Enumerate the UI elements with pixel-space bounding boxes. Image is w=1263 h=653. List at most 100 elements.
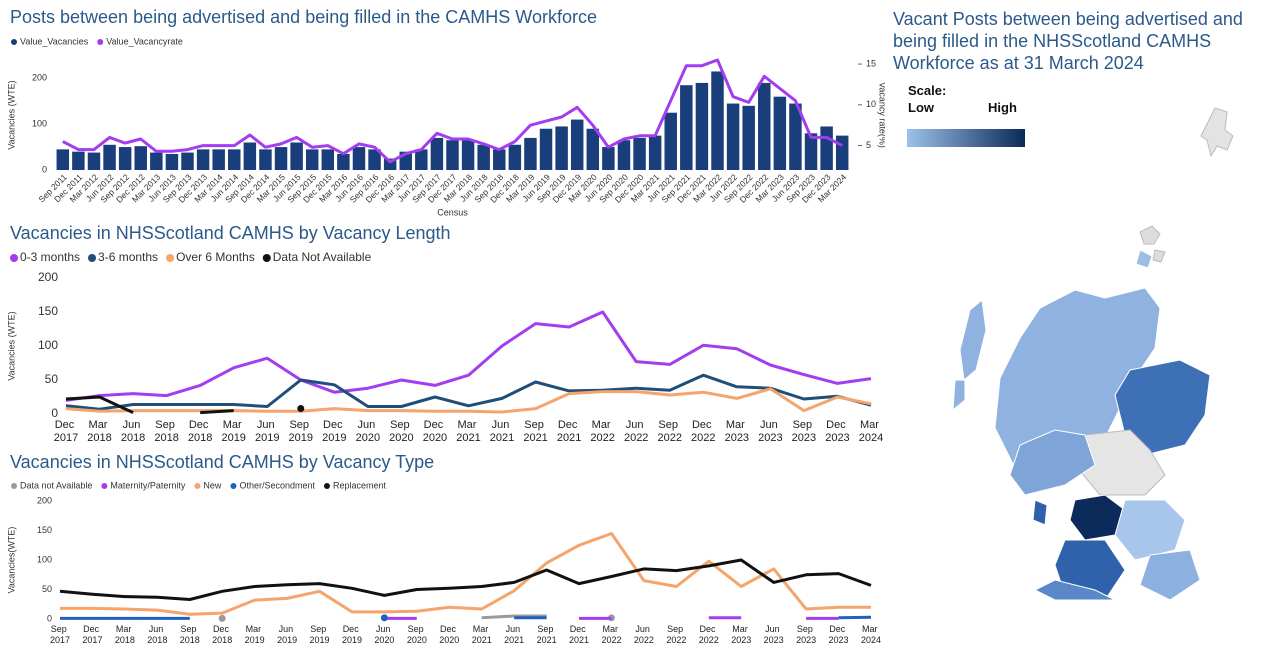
x-tick-label: Dec 2022	[699, 624, 719, 645]
line	[65, 373, 872, 411]
x-tick-label: Jun 2023	[764, 624, 784, 645]
map	[952, 107, 1234, 600]
y-tick-label: 50	[42, 584, 52, 594]
x-tick-label: Jun 2019	[255, 419, 279, 444]
bar	[508, 144, 522, 170]
y-tick-label: 150	[37, 525, 52, 535]
bar	[259, 149, 272, 170]
x-tick-label: Jun 2018	[121, 419, 145, 444]
bar	[695, 82, 709, 170]
x-tick-label: Sep 2019	[310, 624, 330, 645]
bar	[290, 142, 303, 170]
x-tick-label: Sep 2018	[154, 419, 178, 444]
legend-label: Maternity/Paternity	[110, 480, 186, 490]
y-tick-label: 200	[37, 495, 52, 505]
x-tick-label: Jun 2023	[758, 419, 782, 444]
legend-label: New	[203, 480, 222, 490]
x-tick-label: Dec 2019	[342, 624, 362, 645]
bar	[524, 137, 537, 170]
x-tick-label: Mar 2023	[725, 419, 749, 444]
scale-high: High	[988, 100, 1017, 115]
line	[62, 58, 843, 164]
scale-label: Scale:	[908, 83, 947, 98]
line-point	[218, 614, 226, 622]
y-tick-label: 0	[42, 164, 47, 174]
bar	[633, 137, 646, 170]
lothian	[1114, 499, 1186, 561]
y-tick-label: 100	[38, 338, 58, 352]
x-tick-label: Sep 2021	[523, 419, 547, 444]
legend-label: Over 6 Months	[176, 250, 255, 264]
x-tick-label: Jun 2021	[504, 624, 524, 645]
y-tick-label: 0	[47, 613, 52, 623]
legend-marker	[97, 39, 104, 45]
legend-marker	[166, 254, 175, 262]
bar	[726, 103, 740, 170]
legend-marker	[11, 483, 17, 489]
bar	[586, 128, 600, 170]
bar	[477, 144, 490, 170]
bar	[212, 149, 225, 170]
x-tick-label: Sep 2019	[289, 419, 313, 444]
bar	[383, 158, 397, 170]
legend-marker	[323, 483, 330, 489]
x-tick-label: Sep 2021	[537, 624, 557, 645]
arran	[1032, 499, 1048, 526]
line-point	[297, 405, 305, 413]
chart-title: Vacancies in NHSScotland CAMHS by Vacanc…	[10, 223, 451, 243]
bar	[352, 147, 366, 170]
map-title: Vacant Posts between being advertised an…	[893, 9, 1243, 73]
line	[481, 614, 547, 620]
x-tick-label: Dec 2021	[557, 419, 581, 444]
legend-label: Other/Secondment	[239, 480, 315, 490]
bar	[72, 151, 85, 170]
bar	[461, 140, 475, 170]
grampian	[1114, 359, 1211, 456]
legend-label: Value_Vacancyrate	[106, 36, 183, 46]
x-tick-label: Dec 2019	[322, 419, 346, 444]
x-tick-label: Dec 2023	[829, 624, 849, 645]
x-tick-label: Mar 2019	[245, 624, 265, 645]
orkney	[1139, 225, 1166, 263]
y-axis-label: Vacancies (WTE)	[6, 311, 16, 380]
legend-marker	[10, 254, 18, 262]
x-tick-label: Dec 2017	[54, 419, 78, 444]
legend-label: Replacement	[333, 480, 387, 490]
chart-title: Posts between being advertised and being…	[10, 7, 597, 27]
shetland	[1200, 107, 1234, 158]
dumfries	[1033, 579, 1116, 600]
y-tick-label: 200	[38, 270, 58, 284]
x-tick-label: Jun 2022	[624, 419, 648, 444]
bar	[820, 126, 833, 170]
bar	[415, 149, 428, 170]
x-tick-label: Mar 2018	[115, 624, 135, 645]
chart-title: Vacancies in NHSScotland CAMHS by Vacanc…	[10, 452, 434, 472]
legend-marker	[194, 483, 201, 489]
x-tick-label: Sep 2023	[796, 624, 816, 645]
bar	[196, 149, 210, 170]
bar	[555, 126, 568, 170]
bar	[804, 133, 818, 170]
bar	[243, 142, 257, 170]
bar	[305, 149, 319, 170]
caithness	[1135, 249, 1153, 269]
x-tick-label: Sep 2017	[50, 624, 70, 645]
scale-low: Low	[908, 100, 934, 115]
bar	[134, 146, 147, 170]
x-tick-label: Sep 2022	[666, 624, 686, 645]
y2-tick-label: 10	[866, 99, 876, 109]
y-tick-label: 100	[37, 554, 52, 564]
y-tick-label: 0	[51, 406, 58, 420]
x-tick-label: Jun 2020	[374, 624, 394, 645]
bar	[648, 135, 662, 170]
borders	[1139, 549, 1201, 600]
bar	[664, 112, 677, 170]
x-tick-label: Dec 2020	[439, 624, 459, 645]
legend-label: 3-6 months	[98, 250, 158, 264]
x-tick-label: Sep 2018	[180, 624, 200, 645]
x-tick-label: Mar 2023	[731, 624, 751, 645]
x-tick-label: Jun 2021	[490, 419, 514, 444]
legend-label: 0-3 months	[20, 250, 80, 264]
y-tick-label: 50	[45, 372, 59, 386]
line	[200, 409, 234, 415]
